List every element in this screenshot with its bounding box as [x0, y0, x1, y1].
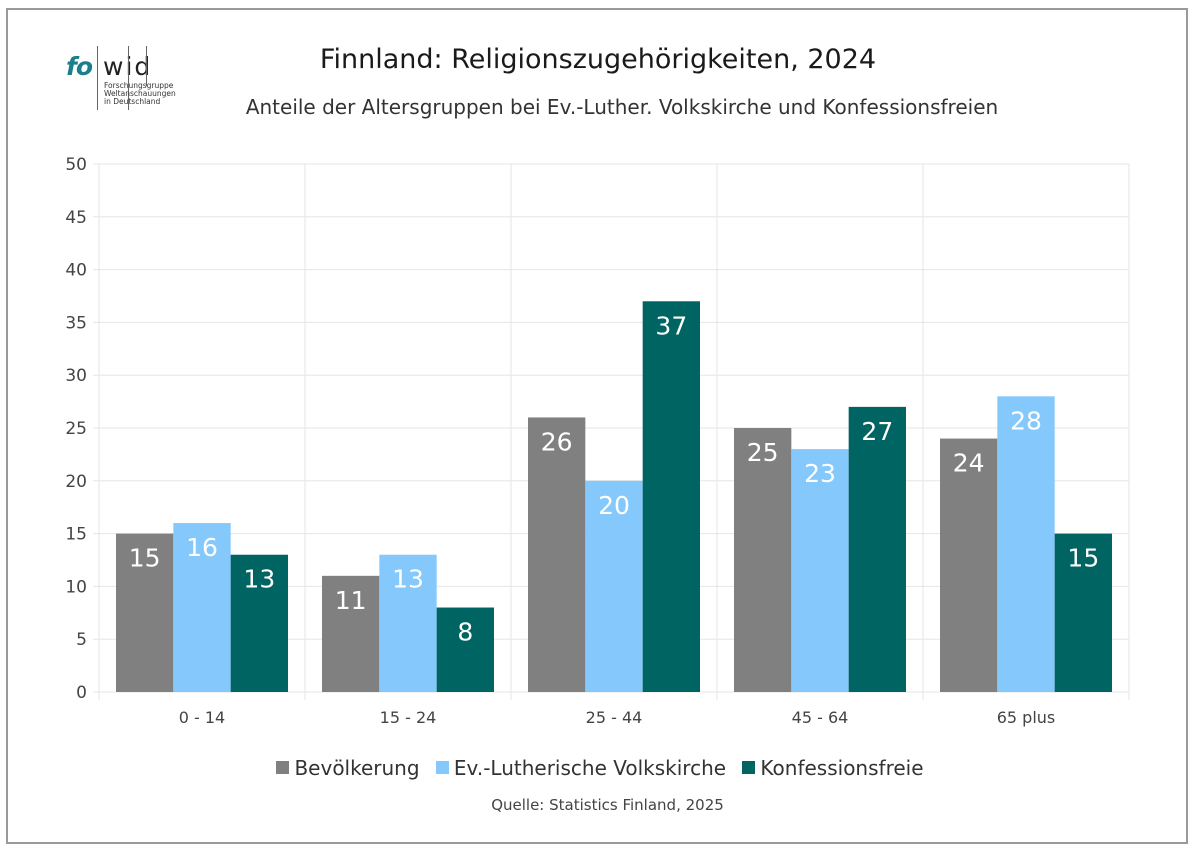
logo-text-wid: wid — [103, 52, 153, 81]
bar — [173, 523, 231, 692]
legend-item-konfessionsfreie: Konfessionsfreie — [742, 755, 924, 780]
y-tick-label: 5 — [76, 630, 87, 650]
data-label: 13 — [243, 565, 275, 594]
bar — [322, 575, 380, 692]
x-tick-label: 45 - 64 — [792, 708, 849, 727]
x-tick-label: 25 - 44 — [586, 708, 643, 727]
data-label: 13 — [392, 565, 424, 594]
logo-divider — [128, 46, 129, 110]
x-tick-label: 0 - 14 — [179, 708, 225, 727]
bar — [1054, 533, 1112, 692]
data-label: 27 — [861, 417, 893, 446]
bar — [848, 406, 906, 692]
legend-label: Bevölkerung — [294, 755, 420, 780]
bar — [379, 554, 437, 692]
data-label: 15 — [1067, 544, 1099, 573]
legend-swatch — [276, 761, 290, 774]
source-note: Quelle: Statistics Finland, 2025 — [491, 796, 724, 814]
data-label: 16 — [186, 533, 218, 562]
chart-frame — [6, 8, 1188, 844]
legend: Bevölkerung Ev.-Lutherische Volkskirche … — [0, 755, 1200, 780]
bar — [436, 607, 494, 692]
bar — [791, 449, 849, 692]
data-label: 25 — [747, 438, 779, 467]
bar — [940, 438, 998, 692]
data-label: 8 — [457, 618, 473, 647]
legend-item-ev-lutherische-volkskirche: Ev.-Lutherische Volkskirche — [435, 755, 727, 780]
y-tick-label: 20 — [65, 472, 87, 492]
legend-item-bevoelkerung: Bevölkerung — [276, 755, 420, 780]
logo-line: Weltanschauungen — [104, 89, 176, 98]
bar — [116, 533, 174, 692]
y-tick-label: 0 — [76, 683, 87, 703]
logo-text-fo: fo — [66, 52, 93, 81]
bar — [997, 396, 1055, 692]
y-tick-label: 50 — [65, 155, 87, 175]
logo-divider — [97, 46, 98, 110]
y-tick-label: 40 — [65, 261, 87, 281]
bar — [528, 417, 586, 692]
y-tick-label: 25 — [65, 419, 87, 439]
logo-line: in Deutschland — [104, 97, 161, 106]
data-label: 24 — [953, 449, 985, 478]
chart-title: Finnland: Religionszugehörigkeiten, 2024 — [0, 44, 1200, 75]
legend-label: Ev.-Lutherische Volkskirche — [453, 755, 727, 780]
bar — [585, 480, 643, 692]
legend-label: Konfessionsfreie — [760, 755, 924, 780]
data-label: 26 — [541, 427, 573, 456]
fowid-logo: fo wid Forschungsgruppe Weltanschauungen… — [66, 44, 176, 114]
chart-subtitle: Anteile der Altersgruppen bei Ev.-Luther… — [245, 95, 999, 119]
data-label: 37 — [655, 311, 687, 340]
data-label: 20 — [598, 491, 630, 520]
data-label: 11 — [335, 586, 367, 615]
chart-title-text: Finnland: Religionszugehörigkeiten, 2024 — [319, 44, 877, 75]
logo-line: Forschungsgruppe — [104, 81, 174, 90]
y-tick-label: 30 — [65, 366, 87, 386]
y-tick-label: 45 — [65, 208, 87, 228]
y-tick-label: 35 — [65, 313, 87, 333]
logo-subtitle: Forschungsgruppe Weltanschauungen in Deu… — [104, 82, 176, 106]
y-tick-label: 10 — [65, 577, 87, 597]
bar — [642, 301, 700, 692]
logo-divider — [146, 46, 147, 86]
legend-swatch — [742, 761, 756, 774]
legend-swatch — [435, 761, 449, 774]
x-tick-label: 65 plus — [997, 708, 1056, 727]
data-label: 23 — [804, 459, 836, 488]
bar — [230, 554, 288, 692]
data-label: 28 — [1010, 406, 1042, 435]
bar — [734, 428, 792, 692]
x-tick-label: 15 - 24 — [380, 708, 437, 727]
y-tick-label: 15 — [65, 525, 87, 545]
data-label: 15 — [129, 544, 161, 573]
